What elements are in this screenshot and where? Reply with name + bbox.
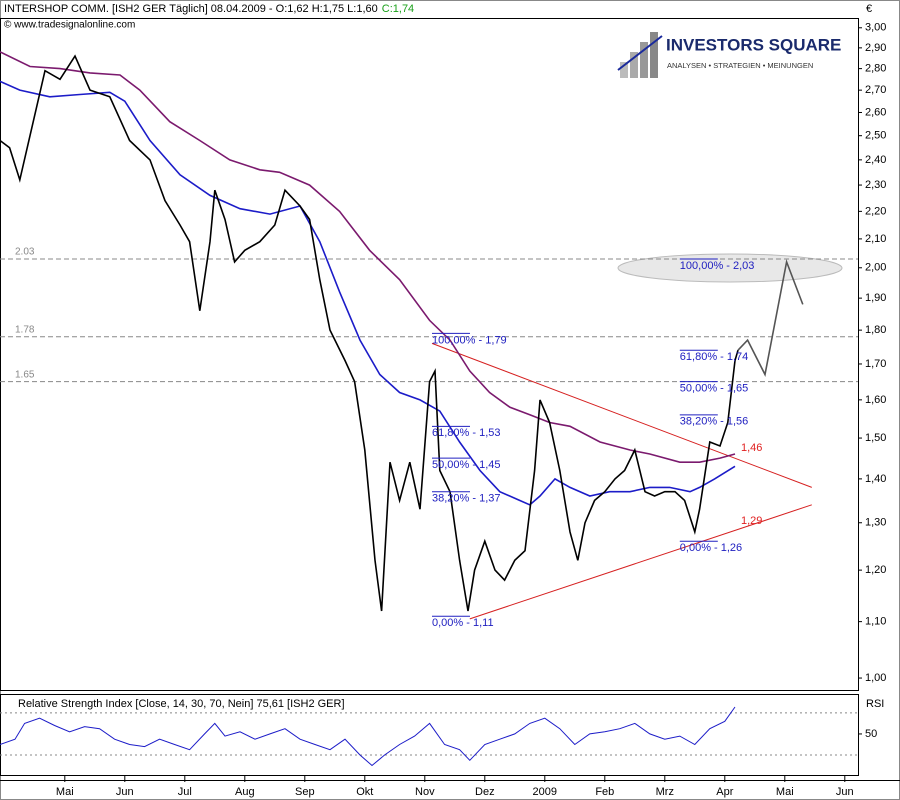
series-line xyxy=(737,258,804,377)
x-tick-label: Mrz xyxy=(656,786,674,798)
fib-label: 38,20% - 1,37 xyxy=(432,493,501,505)
series-line xyxy=(0,54,739,612)
fib-label: 50,00% - 1,65 xyxy=(680,383,749,395)
fib-label: 38,20% - 1,56 xyxy=(680,416,749,428)
y-tick-label: 1,80 xyxy=(865,324,886,336)
rsi-axis-label: RSI xyxy=(866,698,884,710)
y-tick-label: 1,00 xyxy=(865,672,886,684)
x-tick-label: Sep xyxy=(295,786,315,798)
x-tick-label: Apr xyxy=(716,786,733,798)
y-tick-label: 2,60 xyxy=(865,106,886,118)
logo-title: INVESTORS SQUARE xyxy=(666,35,841,54)
price-panel xyxy=(0,18,859,691)
y-tick-label: 50 xyxy=(865,728,877,740)
y-tick-label: 1,30 xyxy=(865,517,886,529)
level-label: 1.65 xyxy=(15,369,35,380)
chart-title: INTERSHOP COMM. [ISH2 GER Täglich] 08.04… xyxy=(4,3,414,15)
series-line xyxy=(0,706,736,767)
fib-label: 50,00% - 1,45 xyxy=(432,459,501,471)
y-tick-label: 2,00 xyxy=(865,262,886,274)
x-tick-label: Okt xyxy=(356,786,373,798)
logo-arrow xyxy=(617,35,663,71)
rsi-panel xyxy=(0,694,859,776)
y-tick-label: 2,30 xyxy=(865,179,886,191)
x-tick-label: Nov xyxy=(415,786,435,798)
series-line xyxy=(0,51,736,463)
x-tick-label: Aug xyxy=(235,786,255,798)
y-tick-label: 1,20 xyxy=(865,564,886,576)
x-tick-label: Feb xyxy=(595,786,614,798)
fib-label: 0,00% - 1,11 xyxy=(432,617,494,629)
trend-line xyxy=(431,342,812,488)
fib-label: 61,80% - 1,53 xyxy=(432,427,501,439)
level-label: 1.78 xyxy=(15,324,35,335)
y-tick-label: 1,60 xyxy=(865,394,886,406)
x-tick-label: 2009 xyxy=(533,786,557,798)
x-tick-label: Jun xyxy=(836,786,854,798)
level-label: 2.03 xyxy=(15,247,35,258)
y-tick-label: 2,70 xyxy=(865,84,886,96)
y-tick-label: 1,50 xyxy=(865,432,886,444)
y-tick-label: 1,70 xyxy=(865,358,886,370)
logo-step xyxy=(640,42,648,78)
y-tick-label: 1,90 xyxy=(865,292,886,304)
x-tick-label: Dez xyxy=(475,786,495,798)
y-tick-label: 2,40 xyxy=(865,154,886,166)
logo-step xyxy=(630,52,638,78)
title-text: INTERSHOP COMM. [ISH2 GER Täglich] 08.04… xyxy=(4,3,378,15)
y-tick-label: 3,00 xyxy=(865,22,886,34)
y-tick-label: 2,10 xyxy=(865,233,886,245)
logo-step xyxy=(650,32,658,78)
logo: INVESTORS SQUARE ANALYSEN • STRATEGIEN •… xyxy=(617,32,841,78)
fib-label: 100,00% - 1,79 xyxy=(432,334,507,346)
fib-label: 61,80% - 1,74 xyxy=(680,351,749,363)
y-tick-label: 1,40 xyxy=(865,473,886,485)
logo-subtitle: ANALYSEN • STRATEGIEN • MEINUNGEN xyxy=(667,61,813,70)
y-tick-label: 2,90 xyxy=(865,42,886,54)
fib-label: 0,00% - 1,26 xyxy=(680,542,742,554)
trend-line xyxy=(469,504,812,620)
x-tick-label: Mai xyxy=(56,786,74,798)
x-tick-label: Mai xyxy=(776,786,794,798)
x-tick-label: Jul xyxy=(178,786,192,798)
x-tick-label: Jun xyxy=(116,786,134,798)
price-label: 1,29 xyxy=(741,515,762,527)
source: © www.tradesignalonline.com xyxy=(4,20,135,31)
rsi-title: Relative Strength Index [Close, 14, 30, … xyxy=(18,698,345,710)
y-tick-label: 2,20 xyxy=(865,205,886,217)
currency: € xyxy=(866,3,872,15)
y-tick-label: 2,50 xyxy=(865,130,886,142)
series-line xyxy=(0,80,736,506)
y-tick-label: 2,80 xyxy=(865,63,886,75)
fib-label: 100,00% - 2,03 xyxy=(680,260,755,272)
price-label: 1,46 xyxy=(741,442,762,454)
logo-step xyxy=(620,62,628,78)
y-tick-label: 1,10 xyxy=(865,616,886,628)
title-close: C:1,74 xyxy=(382,3,414,15)
